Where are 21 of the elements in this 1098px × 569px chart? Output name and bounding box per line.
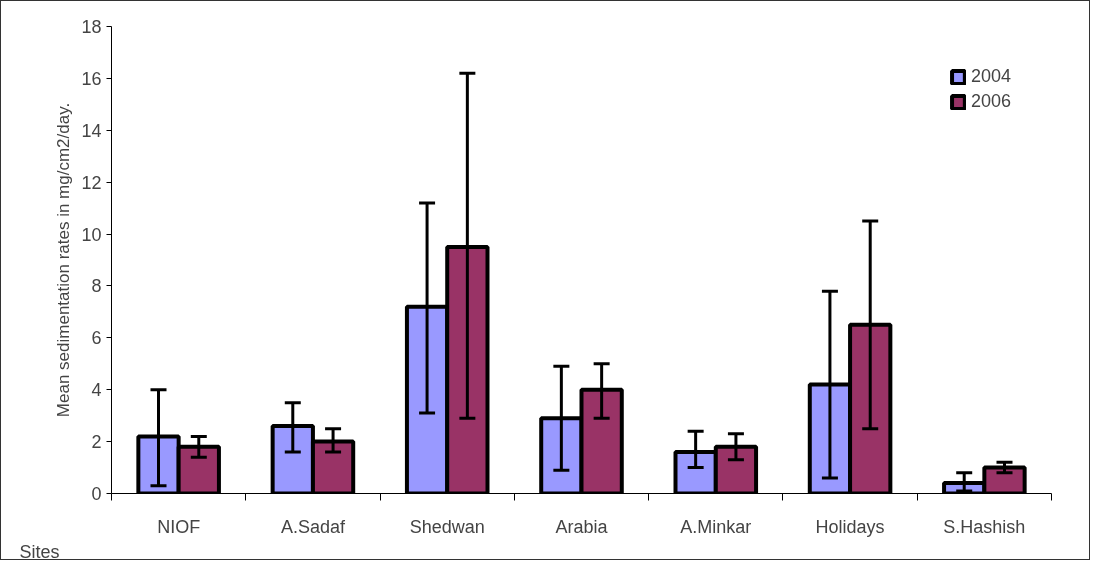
legend-label: 2004 [970,66,1011,87]
y-tick-label: 0 [91,484,102,504]
y-tick-label: 16 [81,68,102,89]
x-axis-title: Sites [19,541,60,562]
y-tick-label: 10 [81,224,102,245]
y-tick-label: 6 [91,328,102,349]
x-tick-label: NIOF [157,516,201,537]
x-tick-label: A.Minkar [680,516,752,537]
x-tick-label: Holidays [815,516,885,537]
x-tick-label: A.Sadaf [280,516,346,537]
y-tick-label: 8 [91,276,102,297]
y-tick-label: 12 [81,172,102,193]
x-tick-label: Arabia [555,516,609,537]
x-tick-label: S.Hashish [943,516,1026,537]
y-tick-label: 4 [91,380,102,401]
legend-label: 2006 [970,91,1011,112]
y-tick-label: 18 [81,17,102,37]
y-axis-title: Mean sedimentation rates in mg/cm2/day. [54,102,74,418]
y-tick-label: 2 [91,432,102,453]
x-tick-label: Shedwan [409,516,485,537]
y-tick-label: 14 [81,120,102,141]
